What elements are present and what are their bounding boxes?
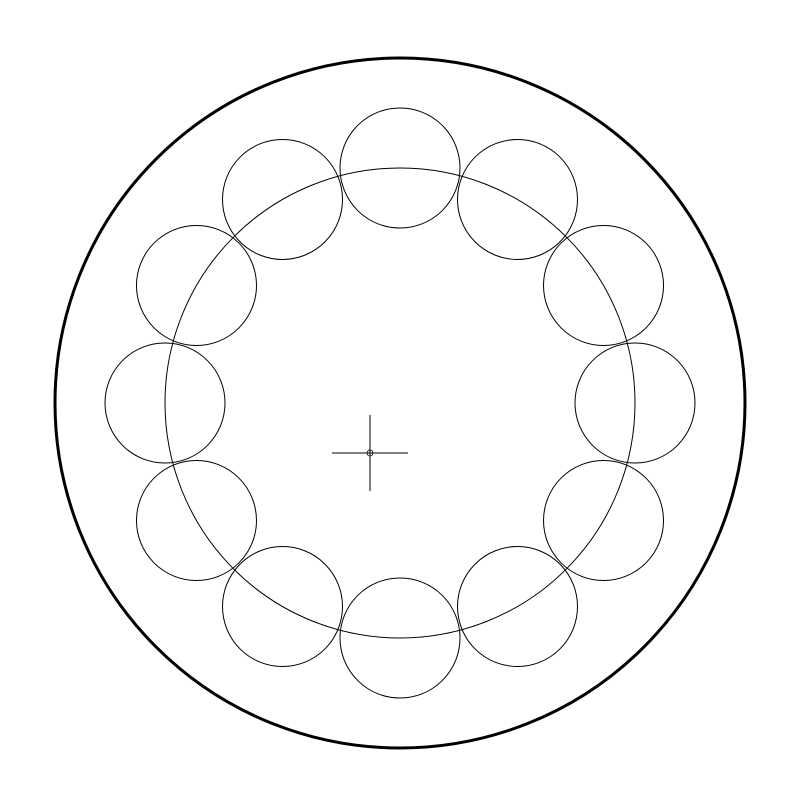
pitch-circle — [165, 168, 635, 638]
circular-array-diagram — [0, 0, 800, 807]
outer-circle — [55, 58, 745, 748]
